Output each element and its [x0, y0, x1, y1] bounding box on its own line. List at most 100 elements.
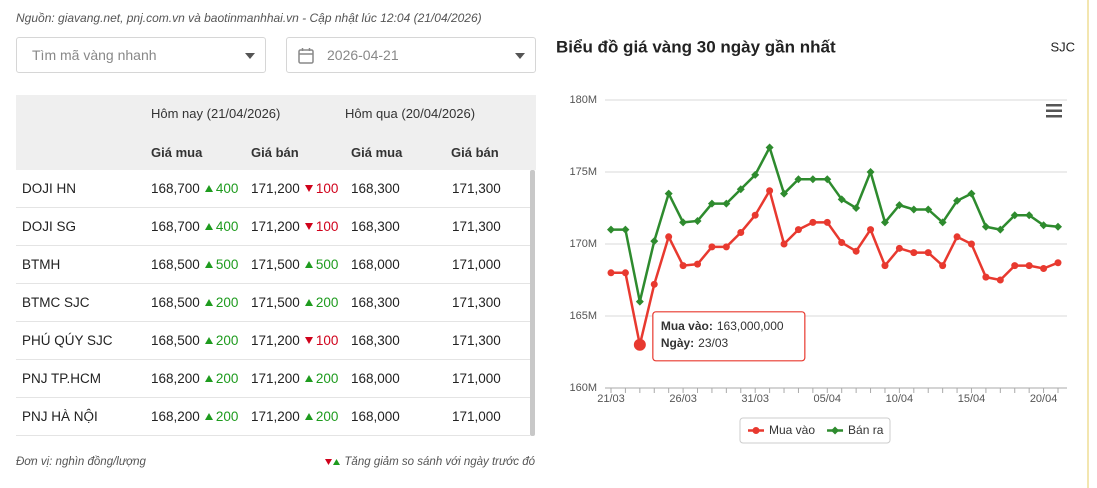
gold-name: PHÚ QÚY SJC	[22, 333, 113, 348]
point	[1054, 222, 1062, 231]
date-picker[interactable]: 2026-04-21	[286, 37, 536, 73]
price: 171,200	[251, 409, 300, 424]
point	[664, 189, 673, 198]
point	[766, 187, 774, 195]
change-arrow	[204, 223, 213, 230]
chart: Biểu đồ giá vàng 30 ngày gần nhất SJC 16…	[556, 37, 1075, 444]
chart-title: Biểu đồ giá vàng 30 ngày gần nhất	[556, 37, 836, 56]
point	[737, 228, 745, 236]
change: 100	[304, 181, 339, 196]
legend-marker	[831, 426, 840, 435]
arrow-shape	[304, 223, 313, 230]
change-arrow	[304, 375, 313, 382]
change-value: 200	[315, 371, 339, 386]
point	[708, 243, 716, 251]
change: 200	[304, 295, 339, 310]
point	[621, 225, 630, 234]
point	[852, 204, 861, 212]
legend: Mua vào Bán ra	[739, 417, 891, 444]
point	[679, 262, 687, 270]
arrow-shape	[304, 299, 313, 306]
change: 100	[304, 219, 339, 234]
date-value: 2026-04-21	[327, 47, 399, 63]
prev-price: 168,000	[351, 371, 400, 386]
arrow-shape	[204, 337, 213, 344]
change-value: 400	[215, 181, 239, 196]
change-arrow	[304, 185, 313, 192]
point	[981, 222, 990, 231]
change-value: 500	[315, 257, 339, 272]
point	[694, 260, 702, 268]
change: 100	[304, 333, 339, 348]
point	[808, 175, 817, 184]
legend-item[interactable]: Bán ra	[827, 423, 884, 437]
point	[765, 143, 774, 152]
column-header: Giá bán	[251, 145, 299, 160]
point	[621, 269, 629, 277]
point	[794, 175, 803, 184]
search-select[interactable]: Tìm mã vàng nhanh	[16, 37, 266, 73]
x-tick-label: 21/03	[597, 393, 625, 405]
y-tick-label: 180M	[569, 94, 597, 106]
change-arrow	[304, 261, 313, 268]
source-note: Nguồn: giavang.net, pnj.com.vn và baotin…	[16, 11, 482, 25]
x-tick-label: 05/04	[814, 393, 842, 405]
point	[607, 225, 615, 234]
search-placeholder: Tìm mã vàng nhanh	[32, 47, 157, 63]
change-value: 200	[315, 295, 339, 310]
tooltip-date: 23/03	[698, 336, 728, 350]
change: 200	[204, 295, 239, 310]
change-value: 100	[315, 181, 339, 196]
legend-item[interactable]: Mua vào	[748, 423, 815, 437]
price: 171,500	[251, 295, 300, 310]
column-header: Giá mua	[351, 145, 403, 160]
point	[823, 218, 831, 226]
point	[1010, 211, 1019, 220]
change-arrow	[304, 299, 313, 306]
y-tick-label: 160M	[569, 382, 597, 394]
change-arrow	[204, 375, 213, 382]
arrow-shape	[204, 223, 213, 230]
x-tick-label: 20/04	[1030, 393, 1058, 405]
arrow-shape	[204, 185, 213, 192]
change-legend: Tăng giảm so sánh với ngày trước đó	[325, 456, 535, 468]
point	[1025, 211, 1034, 220]
change-value: 100	[315, 333, 339, 348]
point	[607, 269, 615, 277]
table-row: PNJ TP.HCM 168,200 200 171,200 200 168,000 171…	[16, 360, 530, 398]
chart-subtitle: SJC	[1050, 39, 1075, 54]
price: 171,200	[251, 371, 300, 386]
y-tick-label: 170M	[569, 238, 597, 250]
price-cell: 168,200 200	[151, 409, 238, 424]
tooltip-box	[652, 311, 806, 362]
caret	[515, 53, 525, 59]
change-value: 200	[215, 295, 239, 310]
prev-price: 171,300	[452, 333, 501, 348]
point	[967, 240, 975, 248]
point	[953, 233, 961, 241]
table-row: BTMH 168,500 500 171,500 500 168,000 171,000	[16, 246, 530, 284]
point	[866, 168, 875, 176]
table-row: BTMC SJC 168,500 200 171,500 200 168,300 171,3…	[16, 284, 530, 322]
tooltip: Mua vào: 163,000,000 Ngày: 23/03	[652, 311, 806, 362]
tooltip-date-label: Ngày:	[661, 336, 694, 350]
unit-note: Đơn vị: nghìn đồng/lượng	[16, 456, 146, 468]
price-cell: 171,200 100	[251, 333, 338, 348]
price: 168,700	[151, 181, 200, 196]
arrow-shape	[304, 375, 313, 382]
change-value: 200	[315, 409, 339, 424]
prev-price: 168,300	[351, 219, 400, 234]
price: 168,500	[151, 333, 200, 348]
price: 171,200	[251, 219, 300, 234]
arrow-shape	[304, 185, 313, 192]
legend-label: Bán ra	[848, 423, 884, 437]
point	[837, 195, 846, 204]
gold-name: PNJ HÀ NỘI	[22, 409, 98, 424]
point	[1011, 262, 1019, 270]
x-tick-label: 31/03	[741, 393, 769, 405]
price: 168,700	[151, 219, 200, 234]
scrollbar[interactable]	[530, 170, 535, 436]
menu-icon[interactable]	[1046, 104, 1062, 118]
change-value: 100	[315, 219, 339, 234]
